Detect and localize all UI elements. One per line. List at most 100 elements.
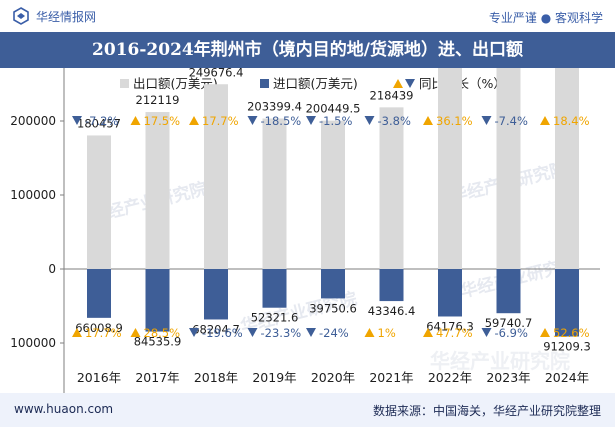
import-growth-label-up-arrow-icon: [540, 328, 550, 337]
import-growth-label: -23.3%: [261, 326, 302, 340]
x-tick-label: 2018年: [194, 370, 238, 385]
import-growth-label: 47.7%: [436, 326, 473, 340]
export-data-label: 218439: [370, 88, 414, 102]
import-growth-label: -19.6%: [202, 326, 243, 340]
import-growth-label: 28.5%: [144, 326, 181, 340]
export-bar: [87, 135, 111, 269]
export-growth-label: -18.5%: [261, 114, 302, 128]
import-bar: [87, 269, 111, 318]
legend-label: 出口额(万美元): [133, 76, 218, 91]
import-growth-label: -24%: [319, 326, 349, 340]
import-growth-label-down-arrow-icon: [481, 328, 492, 337]
export-growth-label-down-arrow-icon: [364, 116, 375, 125]
export-growth-label-down-arrow-icon: [247, 116, 258, 125]
x-tick-label: 2016年: [77, 370, 121, 385]
import-growth-label-up-arrow-icon: [423, 328, 433, 337]
y-tick-label: 200000: [10, 114, 56, 128]
import-data-label: 39750.6: [309, 301, 357, 315]
x-tick-label: 2023年: [486, 370, 530, 385]
export-growth-label: 18.4%: [553, 114, 590, 128]
import-data-label: 43346.4: [368, 304, 416, 318]
x-tick-label: 2019年: [252, 370, 296, 385]
title-bar: 2016-2024年荆州市（境内目的地/货源地）进、出口额: [0, 32, 615, 68]
import-growth-label-up-arrow-icon: [364, 328, 375, 337]
import-data-label: 68204.7: [192, 322, 240, 336]
export-data-label: 249676.4: [189, 68, 244, 79]
chart-title: 2016-2024年荆州市（境内目的地/货源地）进、出口额: [92, 40, 523, 60]
watermark-text: 华经产业研究院: [430, 349, 570, 373]
brand-logo-icon: [13, 7, 29, 25]
export-bar: [555, 68, 579, 270]
brand-logo[interactable]: 华经情报网: [12, 7, 96, 25]
export-growth-label-down-arrow-icon: [72, 116, 82, 125]
import-data-label: 52321.6: [251, 311, 299, 325]
export-bar: [379, 107, 404, 270]
footer-bar: www.huaon.com 数据来源：中国海关，华经产业研究院整理: [0, 393, 615, 427]
brand-name: 华经情报网: [36, 9, 97, 24]
import-bar: [145, 269, 170, 332]
import-data-label: 91209.3: [543, 339, 591, 353]
import-bar: [438, 269, 462, 317]
import-growth-label-down-arrow-icon: [306, 328, 316, 337]
export-data-label: 203399.4: [247, 99, 302, 113]
x-tick-label: 2022年: [428, 370, 472, 385]
export-growth-label-up-arrow-icon: [423, 116, 433, 125]
site-url[interactable]: www.huaon.com: [14, 402, 114, 416]
export-growth-label: 36.1%: [436, 114, 473, 128]
export-growth-label: 17.7%: [202, 114, 239, 128]
chart-plot: 华经产业研究院华经产业研究院华经产业研究院华经产业研究院华经产业研究院40000…: [10, 68, 600, 393]
export-bar: [262, 118, 287, 270]
export-bar: [496, 68, 521, 270]
export-growth-label-up-arrow-icon: [540, 116, 550, 125]
x-tick-label: 2017年: [135, 370, 179, 385]
import-data-label: 84535.9: [134, 335, 182, 349]
import-growth-label: 52.6%: [553, 326, 590, 340]
export-growth-label: -7.4%: [495, 114, 528, 128]
import-growth-label-down-arrow-icon: [189, 328, 199, 337]
import-bar: [204, 269, 228, 320]
legend-swatch: [260, 79, 269, 88]
import-bar: [555, 269, 579, 337]
import-data-label: 66008.9: [75, 321, 123, 335]
import-bar: [379, 269, 404, 302]
brand-tagline: 专业严谨 ● 客观科学: [488, 11, 603, 25]
import-data-label: 59740.7: [485, 316, 533, 330]
y-tick-label: 100000: [10, 188, 56, 202]
export-growth-label-up-arrow-icon: [130, 116, 141, 125]
export-bar: [438, 68, 462, 270]
export-growth-label: 17.5%: [144, 114, 181, 128]
export-growth-label-down-arrow-icon: [306, 116, 316, 125]
export-data-label: 180457: [77, 116, 121, 130]
data-source: 数据来源：中国海关，华经产业研究院整理: [372, 404, 601, 418]
export-data-label: 200449.5: [306, 102, 361, 116]
import-growth-label-down-arrow-icon: [247, 328, 258, 337]
y-tick-label: 100000: [10, 336, 56, 350]
import-growth-label: 17.7%: [85, 326, 122, 340]
export-bar: [321, 120, 345, 269]
import-growth-label: 1%: [378, 326, 396, 340]
import-bar: [262, 269, 287, 308]
legend-up-arrow-icon: [393, 79, 403, 88]
x-tick-label: 2024年: [545, 370, 589, 385]
x-tick-label: 2021年: [369, 370, 413, 385]
top-bar: 华经情报网 专业严谨 ● 客观科学: [0, 0, 615, 32]
export-bar: [145, 112, 170, 269]
import-growth-label-up-arrow-icon: [130, 328, 141, 337]
import-growth-label-up-arrow-icon: [72, 328, 82, 337]
legend-label: 同比增长（%）: [419, 76, 506, 91]
export-data-label: 212119: [136, 93, 180, 107]
export-growth-label-down-arrow-icon: [481, 116, 492, 125]
export-bar: [204, 84, 228, 269]
export-growth-label-up-arrow-icon: [189, 116, 199, 125]
import-growth-label: -6.9%: [495, 326, 528, 340]
legend-label: 进口额(万美元): [273, 76, 358, 91]
y-tick-label: 0: [48, 262, 56, 276]
import-data-label: 64176.3: [426, 319, 474, 333]
export-growth-label: -1.5%: [319, 114, 352, 128]
export-growth-label: -3.8%: [378, 114, 411, 128]
x-tick-label: 2020年: [311, 370, 355, 385]
legend-down-arrow-icon: [405, 79, 415, 88]
import-bar: [496, 269, 521, 314]
import-bar: [321, 269, 345, 299]
